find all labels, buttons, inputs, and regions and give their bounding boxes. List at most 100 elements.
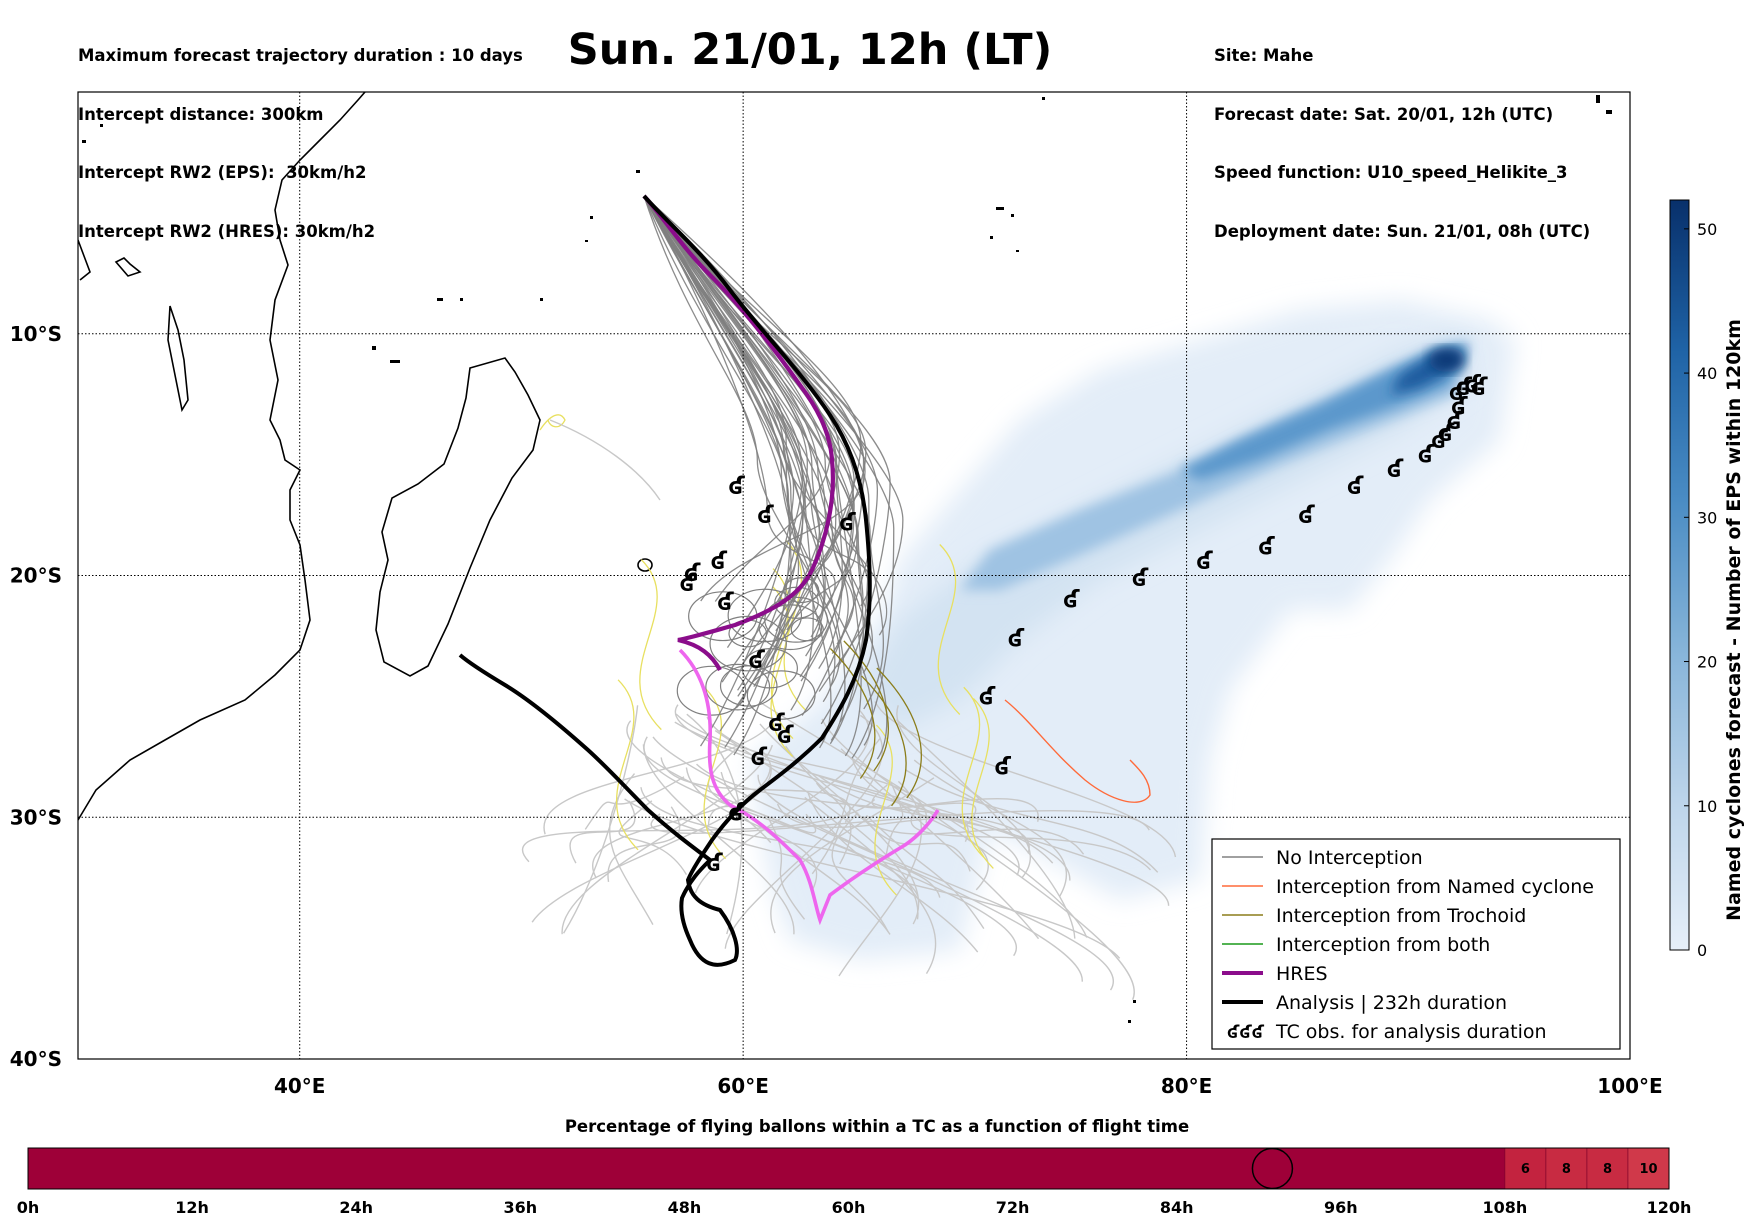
late-trajectory bbox=[757, 774, 1114, 991]
late-trajectory bbox=[643, 736, 919, 897]
flight-time-bar: 6 8 8 10 0h 12h 24h 36h 48h 60h 72h 84h 96h 108h 120h bbox=[17, 1147, 1691, 1217]
tc-observation-marker: ʛ bbox=[728, 472, 745, 500]
trochoid-trajectory bbox=[843, 640, 889, 772]
tc-observation-marker: ʛ bbox=[777, 721, 794, 749]
late-trajectory bbox=[562, 705, 639, 934]
longitude-tick-label: 60°E bbox=[717, 1074, 769, 1098]
tc-observation-marker: ʛ bbox=[1347, 472, 1364, 500]
time-bar-cell bbox=[1504, 1147, 1547, 1190]
time-bar-cell-label: 8 bbox=[1562, 1162, 1571, 1177]
ensemble-trajectory bbox=[643, 195, 825, 638]
latitude-tick-label: 10°S bbox=[10, 322, 62, 346]
latitude-tick-label: 40°S bbox=[10, 1047, 62, 1071]
colorbar: 0 10 20 30 40 50 Named cyclones forecast - Nu… bbox=[1669, 199, 1745, 960]
lake-coastline bbox=[167, 305, 189, 413]
time-tick-label: 0h bbox=[17, 1198, 40, 1217]
time-bar-cell-label: 8 bbox=[1603, 1162, 1612, 1177]
tc-observation-marker: ʛ bbox=[757, 501, 774, 529]
colorbar-tick-label: 20 bbox=[1697, 653, 1717, 672]
legend-label: HRES bbox=[1276, 963, 1328, 985]
late-trajectory bbox=[785, 745, 852, 865]
late-trajectory bbox=[884, 781, 904, 860]
ensemble-trajectory bbox=[643, 195, 841, 686]
late-trajectory bbox=[584, 776, 685, 830]
madagascar-coastline bbox=[375, 357, 541, 677]
tc-observation-marker: ʛ bbox=[728, 798, 745, 826]
late-trajectory bbox=[608, 773, 654, 925]
site-line: Deployment date: Sun. 21/01, 08h (UTC) bbox=[1214, 221, 1591, 241]
tc-observation-marker: ʛ bbox=[1258, 532, 1275, 560]
ensemble-trajectory bbox=[643, 195, 808, 691]
tc-observation-marker: ʛ bbox=[706, 849, 723, 877]
time-tick-label: 84h bbox=[1160, 1198, 1194, 1217]
late-trajectory bbox=[807, 793, 979, 953]
site-info: Site: Mahe Forecast date: Sat. 20/01, 12… bbox=[1214, 7, 1590, 261]
tc-observation-marker: ʛ bbox=[994, 752, 1011, 780]
trochoid-trajectory bbox=[861, 675, 907, 807]
late-trajectory bbox=[706, 716, 1020, 876]
legend-label: Interception from Trochoid bbox=[1276, 905, 1526, 927]
tc-observation-marker: ʛ bbox=[1298, 501, 1315, 529]
ensemble-trajectory bbox=[643, 195, 891, 725]
ensemble-trajectory bbox=[643, 195, 872, 638]
late-trajectory bbox=[624, 798, 1121, 959]
late-trajectory bbox=[531, 751, 772, 923]
colorbar-ticks: 0 10 20 30 40 50 bbox=[1684, 220, 1717, 960]
param-line: Intercept distance: 300km bbox=[78, 104, 324, 124]
late-trajectory bbox=[642, 744, 795, 935]
africa-coastline bbox=[78, 92, 366, 821]
ensemble-trajectory bbox=[643, 195, 836, 609]
time-bar-cells: 6 8 8 10 bbox=[1504, 1147, 1670, 1190]
time-tick-label: 108h bbox=[1483, 1198, 1528, 1217]
tc-observation-marker: ʛ bbox=[1418, 441, 1435, 469]
legend: No Interception Interception from Named c… bbox=[1211, 838, 1621, 1050]
latitude-tick-label: 30°S bbox=[10, 805, 62, 829]
late-trajectory bbox=[660, 757, 851, 823]
late-trajectory bbox=[549, 419, 661, 501]
trochoid-trajectory bbox=[829, 648, 876, 779]
late-trajectories bbox=[521, 414, 1177, 1000]
cyclone-density-field bbox=[750, 300, 1515, 960]
param-line: Intercept RW2 (HRES): 30km/h2 bbox=[78, 221, 376, 241]
tc-observation-marker: ʛ bbox=[1471, 373, 1488, 401]
late-trajectory bbox=[804, 796, 937, 974]
legend-box bbox=[1211, 838, 1621, 1050]
late-trajectory bbox=[874, 701, 1177, 858]
late-trajectory bbox=[904, 768, 1159, 873]
tc-observation-marker: ʛ bbox=[768, 709, 785, 737]
forecast-parameters: Maximum forecast trajectory duration : 1… bbox=[78, 7, 523, 261]
time-bar-title: Percentage of flying ballons within a TC… bbox=[564, 1117, 1190, 1136]
late-trajectory bbox=[866, 814, 985, 929]
late-trajectory bbox=[811, 737, 881, 875]
hres-trajectory bbox=[642, 194, 835, 672]
colorbar-tick-label: 30 bbox=[1697, 508, 1717, 527]
legend-label: TC obs. for analysis duration bbox=[1275, 1021, 1547, 1043]
time-bar-cell-label: 6 bbox=[1521, 1162, 1530, 1177]
time-tick-label: 60h bbox=[832, 1198, 866, 1217]
late-trajectory bbox=[592, 767, 772, 879]
longitude-labels: 40°E 60°E 80°E 100°E bbox=[274, 1074, 1663, 1098]
late-trochoid-trajectory bbox=[874, 724, 897, 896]
latitude-labels: 10°S 20°S 30°S 40°S bbox=[10, 322, 62, 1071]
ensemble-trajectory bbox=[643, 195, 866, 602]
ensemble-loop bbox=[764, 596, 829, 643]
legend-items: No Interception Interception from Named c… bbox=[1222, 847, 1594, 1043]
legend-label: No Interception bbox=[1276, 847, 1423, 869]
time-tick-label: 24h bbox=[339, 1198, 373, 1217]
late-trochoid-trajectory bbox=[639, 559, 662, 731]
named-cyclone-trajectory bbox=[1004, 699, 1151, 803]
island-coastline bbox=[78, 239, 91, 281]
tc-observation-marker: ʛ bbox=[1447, 407, 1464, 435]
island-coastline bbox=[637, 558, 653, 572]
late-trochoid-trajectory bbox=[971, 697, 994, 869]
late-trochoid-trajectory bbox=[961, 686, 985, 858]
ensemble-trajectory bbox=[643, 195, 843, 670]
longitude-tick-label: 40°E bbox=[274, 1074, 326, 1098]
tc-observation-marker: ʛ bbox=[1387, 455, 1404, 483]
tc-observation-marker: ʛ bbox=[711, 547, 728, 575]
late-trajectory bbox=[640, 787, 941, 898]
param-line: Intercept RW2 (EPS): 30km/h2 bbox=[78, 163, 367, 182]
coastlines bbox=[78, 92, 653, 821]
